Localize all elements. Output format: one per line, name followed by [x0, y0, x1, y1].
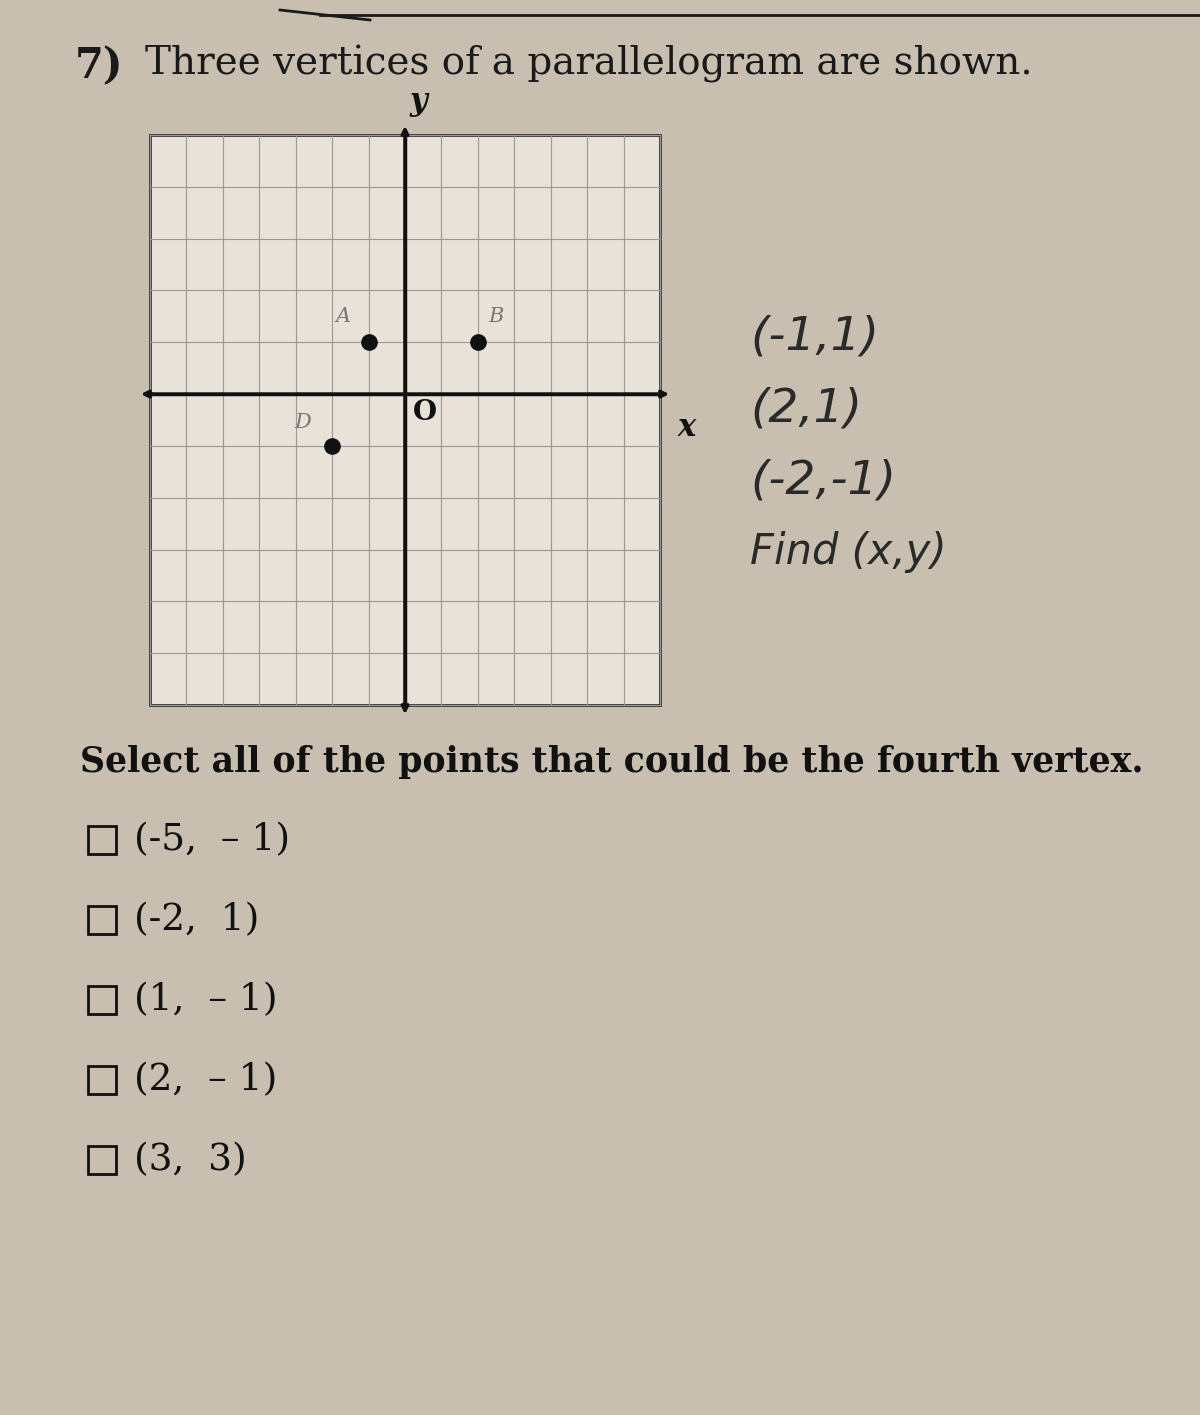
Text: O: O	[413, 399, 437, 426]
Bar	[88, 1146, 116, 1174]
Text: x: x	[678, 412, 696, 443]
Bar	[88, 986, 116, 1015]
Text: B: B	[488, 307, 504, 325]
Text: (-5,  – 1): (-5, – 1)	[134, 822, 290, 857]
Text: (-2,  1): (-2, 1)	[134, 901, 259, 938]
Bar	[150, 134, 660, 705]
Text: Find (x,y): Find (x,y)	[750, 531, 947, 573]
Text: A: A	[336, 307, 350, 325]
Text: (1,  – 1): (1, – 1)	[134, 982, 277, 1017]
Text: (3,  3): (3, 3)	[134, 1142, 247, 1179]
Text: 7): 7)	[74, 45, 124, 86]
Bar	[88, 826, 116, 855]
Text: (-2,-1): (-2,-1)	[750, 458, 896, 504]
Text: Select all of the points that could be the fourth vertex.: Select all of the points that could be t…	[80, 746, 1144, 780]
Text: Three vertices of a parallelogram are shown.: Three vertices of a parallelogram are sh…	[145, 45, 1033, 83]
Text: D: D	[295, 413, 311, 432]
Text: (-1,1): (-1,1)	[750, 316, 878, 359]
Text: (2,1): (2,1)	[750, 386, 862, 432]
Bar	[88, 1065, 116, 1094]
Bar	[88, 906, 116, 934]
Text: (2,  – 1): (2, – 1)	[134, 1063, 277, 1098]
Text: y: y	[410, 86, 427, 117]
